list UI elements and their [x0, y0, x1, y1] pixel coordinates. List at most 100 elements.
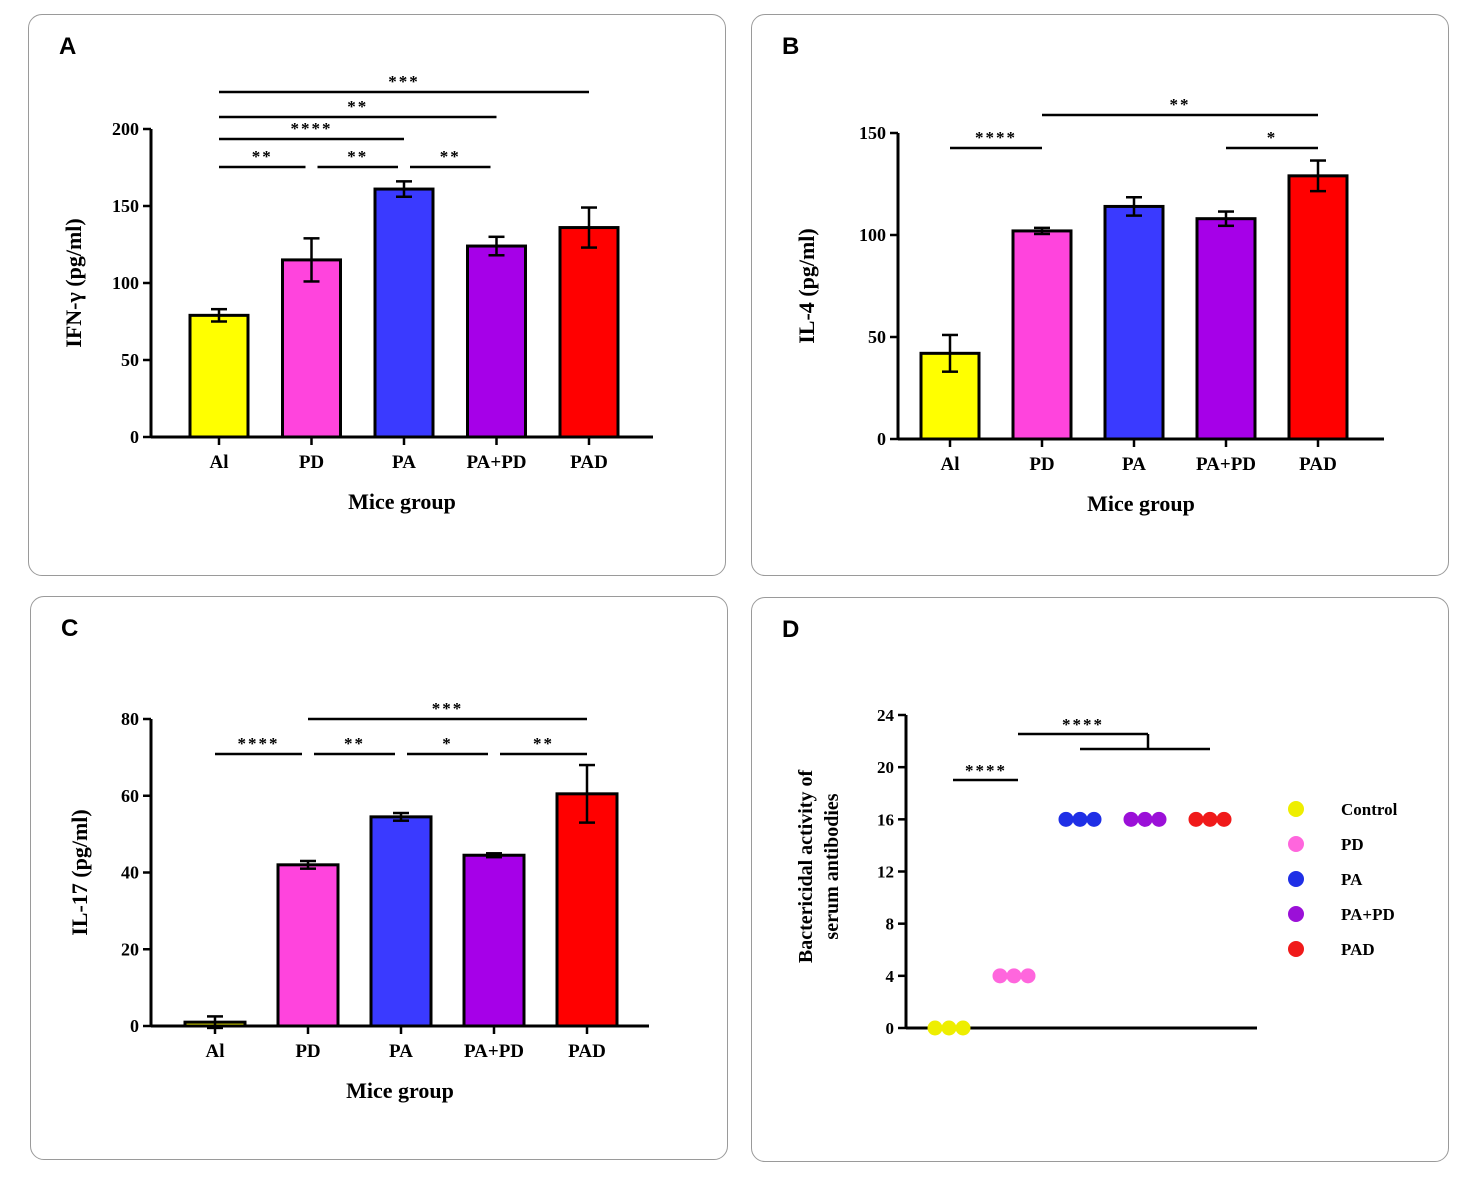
significance-label: *** — [432, 699, 464, 718]
y-tick-label: 16 — [877, 810, 894, 829]
point-pad — [1216, 811, 1232, 827]
legend-label: PA — [1341, 870, 1363, 889]
y-tick-label: 150 — [112, 196, 139, 216]
bactericidal-activity-scatter-chart: 0 4 8 12 16 20 24 Bactericidal activity of serum… — [795, 706, 1398, 1038]
y-tick-label: 8 — [886, 915, 895, 934]
panel-d: D 0 4 8 12 16 20 24 Bactericidal activity of ser… — [751, 597, 1449, 1162]
y-tick-label: 200 — [112, 119, 139, 139]
panel-d-letter: D — [782, 616, 800, 643]
panel-c: C 0 20 40 60 80 Al PD PA PA+PD PAD Mice group IL-17… — [30, 596, 728, 1160]
significance-label: **** — [238, 734, 280, 753]
bar-pad — [1287, 174, 1349, 441]
x-tick-label: PA — [392, 452, 416, 473]
x-tick-label: PAD — [570, 452, 608, 473]
point-pa-plus-pd — [1151, 811, 1167, 827]
significance-label: **** — [291, 119, 333, 138]
point-pd — [992, 968, 1008, 984]
y-tick-label: 12 — [877, 863, 894, 882]
point-pad — [1188, 811, 1204, 827]
x-axis-label: Mice group — [346, 1078, 454, 1103]
y-tick-label: 80 — [121, 709, 139, 729]
bar-pad — [558, 226, 620, 439]
point-pd — [1006, 968, 1022, 984]
significance-label: **** — [965, 761, 1007, 780]
y-tick-label: 50 — [121, 350, 139, 370]
y-tick-label: 0 — [130, 1016, 139, 1036]
x-tick-label: Al — [206, 1041, 225, 1062]
x-tick-label: Al — [941, 454, 960, 475]
legend-label: Control — [1341, 800, 1398, 819]
y-tick-label: 50 — [868, 327, 886, 347]
bar-pad — [555, 792, 619, 1028]
point-pa — [1086, 811, 1102, 827]
x-axis-label: Mice group — [1087, 491, 1195, 516]
y-axis-label: IFN-γ (pg/ml) — [61, 218, 86, 347]
significance-label: ** — [252, 147, 273, 166]
y-axis-label-line: Bactericidal activity of — [795, 770, 817, 964]
y-tick-label: 0 — [877, 429, 886, 449]
x-tick-label: PAD — [1299, 454, 1337, 475]
y-tick-label: 40 — [121, 863, 139, 883]
x-axis-label: Mice group — [348, 489, 456, 514]
significance-label: ** — [533, 734, 554, 753]
panel-b-letter: B — [782, 33, 800, 60]
legend-marker — [1288, 906, 1304, 922]
bar-pa — [1103, 204, 1165, 441]
significance-label: ** — [1170, 95, 1191, 114]
y-axis-label-line: serum antibodies — [821, 793, 843, 939]
y-tick-label: 100 — [112, 273, 139, 293]
bar-pa-plus-pd — [466, 244, 527, 439]
bar-pa — [369, 815, 433, 1028]
y-tick-label: 60 — [121, 786, 139, 806]
significance-label: * — [1267, 128, 1278, 147]
significance-label: ** — [347, 147, 368, 166]
bar-pa-plus-pd — [462, 853, 526, 1028]
significance-label: ** — [347, 97, 368, 116]
y-axis-label: IL-4 (pg/ml) — [794, 228, 819, 344]
y-tick-label: 24 — [877, 706, 895, 725]
y-tick-label: 0 — [130, 427, 139, 447]
x-tick-label: PD — [295, 1041, 320, 1062]
il-17-bar-chart: 0 20 40 60 80 Al PD PA PA+PD PAD Mice group IL-17 (… — [67, 699, 649, 1103]
legend-label: PA+PD — [1341, 905, 1395, 924]
significance-label: ** — [440, 147, 461, 166]
legend-marker — [1288, 871, 1304, 887]
bar-pd — [276, 863, 340, 1028]
significance-label: **** — [975, 128, 1017, 147]
il-4-bar-chart: 0 50 100 150 Al PD PA PA+PD PAD Mice group IL-4 (p… — [794, 95, 1384, 516]
legend-label: PD — [1341, 835, 1364, 854]
y-tick-label: 0 — [886, 1019, 895, 1038]
y-tick-label: 100 — [859, 225, 886, 245]
point-control — [955, 1020, 971, 1036]
x-tick-label: PA — [389, 1041, 413, 1062]
x-tick-label: PD — [299, 452, 324, 473]
significance-label: * — [442, 734, 453, 753]
y-tick-label: 4 — [886, 967, 895, 986]
legend-label: PAD — [1341, 940, 1375, 959]
x-tick-label: PD — [1029, 454, 1054, 475]
x-tick-label: PA+PD — [466, 452, 526, 473]
significance-label: **** — [1062, 715, 1104, 734]
x-tick-label: PAD — [568, 1041, 606, 1062]
bar-pd — [1011, 229, 1073, 441]
x-tick-label: PA — [1122, 454, 1146, 475]
x-tick-label: PA+PD — [464, 1041, 524, 1062]
ifn-gamma-bar-chart: 0 50 100 150 200 Al PD PA PA+PD PAD Mice group IFN-… — [61, 72, 653, 514]
point-control — [927, 1020, 943, 1036]
x-tick-label: Al — [210, 452, 229, 473]
significance-label: *** — [388, 72, 420, 91]
legend-marker — [1288, 836, 1304, 852]
bar-pa — [373, 187, 435, 439]
x-tick-label: PA+PD — [1196, 454, 1256, 475]
legend-marker — [1288, 941, 1304, 957]
point-control — [941, 1020, 957, 1036]
point-pad — [1202, 811, 1218, 827]
y-axis-label: IL-17 (pg/ml) — [67, 809, 92, 936]
point-pa — [1058, 811, 1074, 827]
y-tick-label: 20 — [877, 758, 894, 777]
panel-b: B 0 50 100 150 Al PD PA PA+PD PAD Mice group IL-4 … — [751, 14, 1449, 576]
panel-a-letter: A — [59, 33, 77, 60]
y-tick-label: 150 — [859, 123, 886, 143]
point-pa-plus-pd — [1123, 811, 1139, 827]
point-pd — [1020, 968, 1036, 984]
